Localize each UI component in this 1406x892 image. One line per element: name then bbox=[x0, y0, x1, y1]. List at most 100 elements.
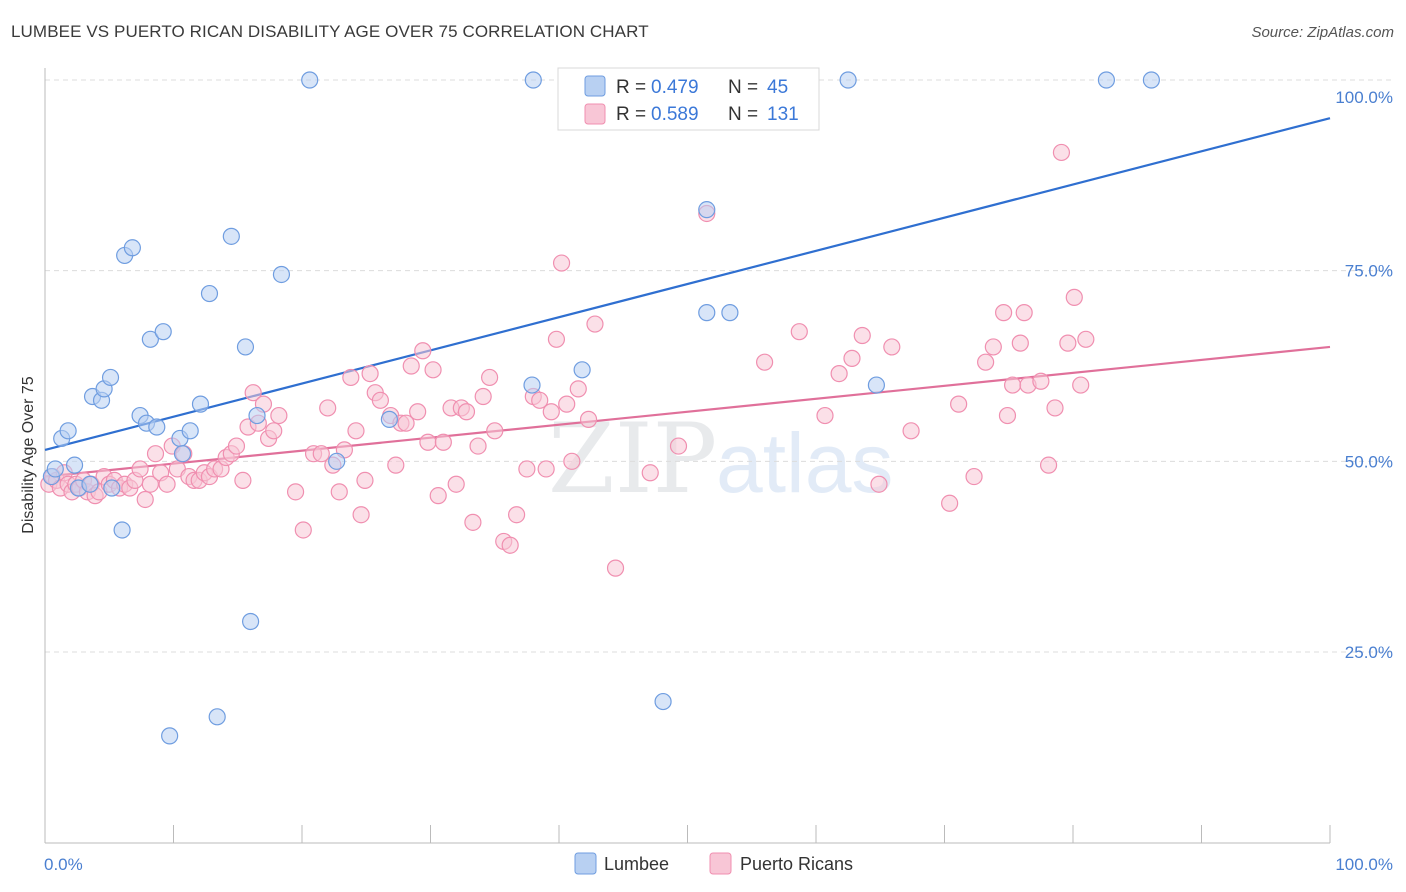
point-lumbee bbox=[272, 265, 291, 284]
point-lumbee bbox=[191, 395, 210, 413]
bottom-legend-label-puerto-ricans: Puerto Ricans bbox=[740, 854, 853, 874]
bottom-legend-label-lumbee: Lumbee bbox=[604, 854, 669, 874]
point-puerto-ricans bbox=[265, 422, 283, 440]
point-lumbee bbox=[573, 361, 591, 379]
axes bbox=[44, 68, 1331, 844]
point-puerto-ricans bbox=[270, 406, 288, 425]
bottom-legend-swatch-lumbee bbox=[574, 852, 597, 875]
point-puerto-ricans bbox=[941, 494, 959, 512]
point-lumbee bbox=[1142, 71, 1160, 89]
point-puerto-ricans bbox=[244, 384, 262, 402]
point-puerto-ricans bbox=[136, 490, 154, 509]
point-puerto-ricans bbox=[1077, 330, 1095, 348]
point-puerto-ricans bbox=[330, 483, 348, 501]
point-puerto-ricans bbox=[563, 452, 581, 470]
legend-n-label-lumbee: N = bbox=[728, 77, 758, 98]
point-puerto-ricans bbox=[501, 536, 519, 554]
point-lumbee bbox=[698, 201, 716, 219]
point-puerto-ricans bbox=[486, 422, 504, 440]
point-puerto-ricans bbox=[1032, 372, 1050, 390]
point-puerto-ricans bbox=[998, 406, 1017, 425]
legend-r-value-lumbee: 0.479 bbox=[651, 77, 699, 98]
point-puerto-ricans bbox=[234, 471, 252, 489]
point-puerto-ricans bbox=[352, 506, 370, 524]
y-tick-labels: 25.0% 50.0% 75.0% 100.0% bbox=[1335, 88, 1393, 662]
point-puerto-ricans bbox=[414, 342, 432, 360]
y-tick-label: 75.0% bbox=[1345, 262, 1393, 281]
point-puerto-ricans bbox=[870, 475, 888, 493]
point-lumbee bbox=[200, 284, 219, 303]
point-puerto-ricans bbox=[984, 338, 1002, 356]
point-puerto-ricans bbox=[902, 422, 920, 440]
point-puerto-ricans bbox=[755, 353, 774, 371]
point-puerto-ricans bbox=[434, 433, 452, 451]
point-lumbee bbox=[154, 323, 172, 341]
point-puerto-ricans bbox=[1015, 304, 1033, 322]
point-puerto-ricans bbox=[419, 433, 437, 451]
legend-n-label-puerto-ricans: N = bbox=[728, 104, 758, 125]
watermark-atlas: atlas bbox=[716, 416, 893, 510]
legend-r-label-puerto-ricans: R = bbox=[616, 104, 646, 125]
point-puerto-ricans bbox=[950, 395, 968, 413]
point-lumbee bbox=[839, 71, 857, 89]
point-puerto-ricans bbox=[542, 403, 560, 421]
point-puerto-ricans bbox=[294, 521, 312, 539]
y-tick-label: 50.0% bbox=[1345, 452, 1393, 471]
point-puerto-ricans bbox=[569, 380, 587, 398]
point-puerto-ricans bbox=[131, 460, 149, 478]
point-puerto-ricans bbox=[409, 403, 427, 421]
point-lumbee bbox=[46, 460, 64, 478]
point-puerto-ricans bbox=[552, 254, 571, 272]
point-puerto-ricans bbox=[1004, 376, 1022, 394]
point-puerto-ricans bbox=[356, 471, 374, 489]
point-lumbee bbox=[148, 418, 166, 436]
point-lumbee bbox=[242, 612, 260, 631]
source-label: Source: ZipAtlas.com bbox=[1251, 24, 1394, 41]
bottom-legend-swatch-puerto-ricans bbox=[709, 852, 732, 875]
trend-line-lumbee bbox=[44, 117, 1331, 451]
bottom-legend: Lumbee Puerto Ricans bbox=[574, 852, 853, 875]
point-puerto-ricans bbox=[474, 387, 492, 406]
point-puerto-ricans bbox=[816, 406, 834, 425]
point-puerto-ricans bbox=[141, 475, 159, 493]
legend-n-value-puerto-ricans: 131 bbox=[767, 104, 799, 125]
point-lumbee bbox=[141, 330, 159, 348]
point-lumbee bbox=[103, 479, 121, 497]
legend-n-value-lumbee: 45 bbox=[767, 77, 788, 98]
point-puerto-ricans bbox=[464, 513, 482, 531]
point-puerto-ricans bbox=[977, 353, 995, 371]
y-tick-label: 100.0% bbox=[1335, 88, 1393, 107]
point-puerto-ricans bbox=[1072, 376, 1090, 394]
point-puerto-ricans bbox=[965, 467, 983, 486]
point-puerto-ricans bbox=[397, 414, 415, 432]
point-puerto-ricans bbox=[146, 445, 165, 463]
point-lumbee bbox=[867, 376, 885, 394]
point-puerto-ricans bbox=[286, 483, 305, 501]
point-puerto-ricans bbox=[469, 437, 487, 455]
point-lumbee bbox=[328, 452, 346, 470]
chart-title: LUMBEE VS PUERTO RICAN DISABILITY AGE OV… bbox=[11, 22, 649, 41]
point-lumbee bbox=[1097, 71, 1116, 89]
point-puerto-ricans bbox=[387, 456, 405, 474]
trend-line-puerto-ricans bbox=[44, 345, 1331, 478]
point-lumbee bbox=[181, 422, 199, 440]
point-lumbee bbox=[524, 71, 542, 89]
data-points bbox=[40, 71, 1160, 745]
point-puerto-ricans bbox=[830, 365, 848, 383]
point-lumbee bbox=[101, 368, 120, 387]
point-lumbee bbox=[59, 422, 77, 440]
point-puerto-ricans bbox=[361, 365, 379, 383]
point-puerto-ricans bbox=[342, 368, 360, 387]
y-axis-label: Disability Age Over 75 bbox=[20, 376, 37, 534]
point-puerto-ricans bbox=[790, 323, 808, 341]
legend-swatch-lumbee bbox=[584, 75, 606, 97]
point-lumbee bbox=[65, 456, 84, 474]
point-lumbee bbox=[222, 227, 240, 245]
x-tick-label-max: 100.0% bbox=[1335, 855, 1393, 874]
point-lumbee bbox=[248, 406, 266, 425]
point-puerto-ricans bbox=[579, 410, 598, 428]
point-puerto-ricans bbox=[447, 475, 465, 493]
point-puerto-ricans bbox=[402, 357, 420, 375]
point-puerto-ricans bbox=[319, 399, 337, 417]
